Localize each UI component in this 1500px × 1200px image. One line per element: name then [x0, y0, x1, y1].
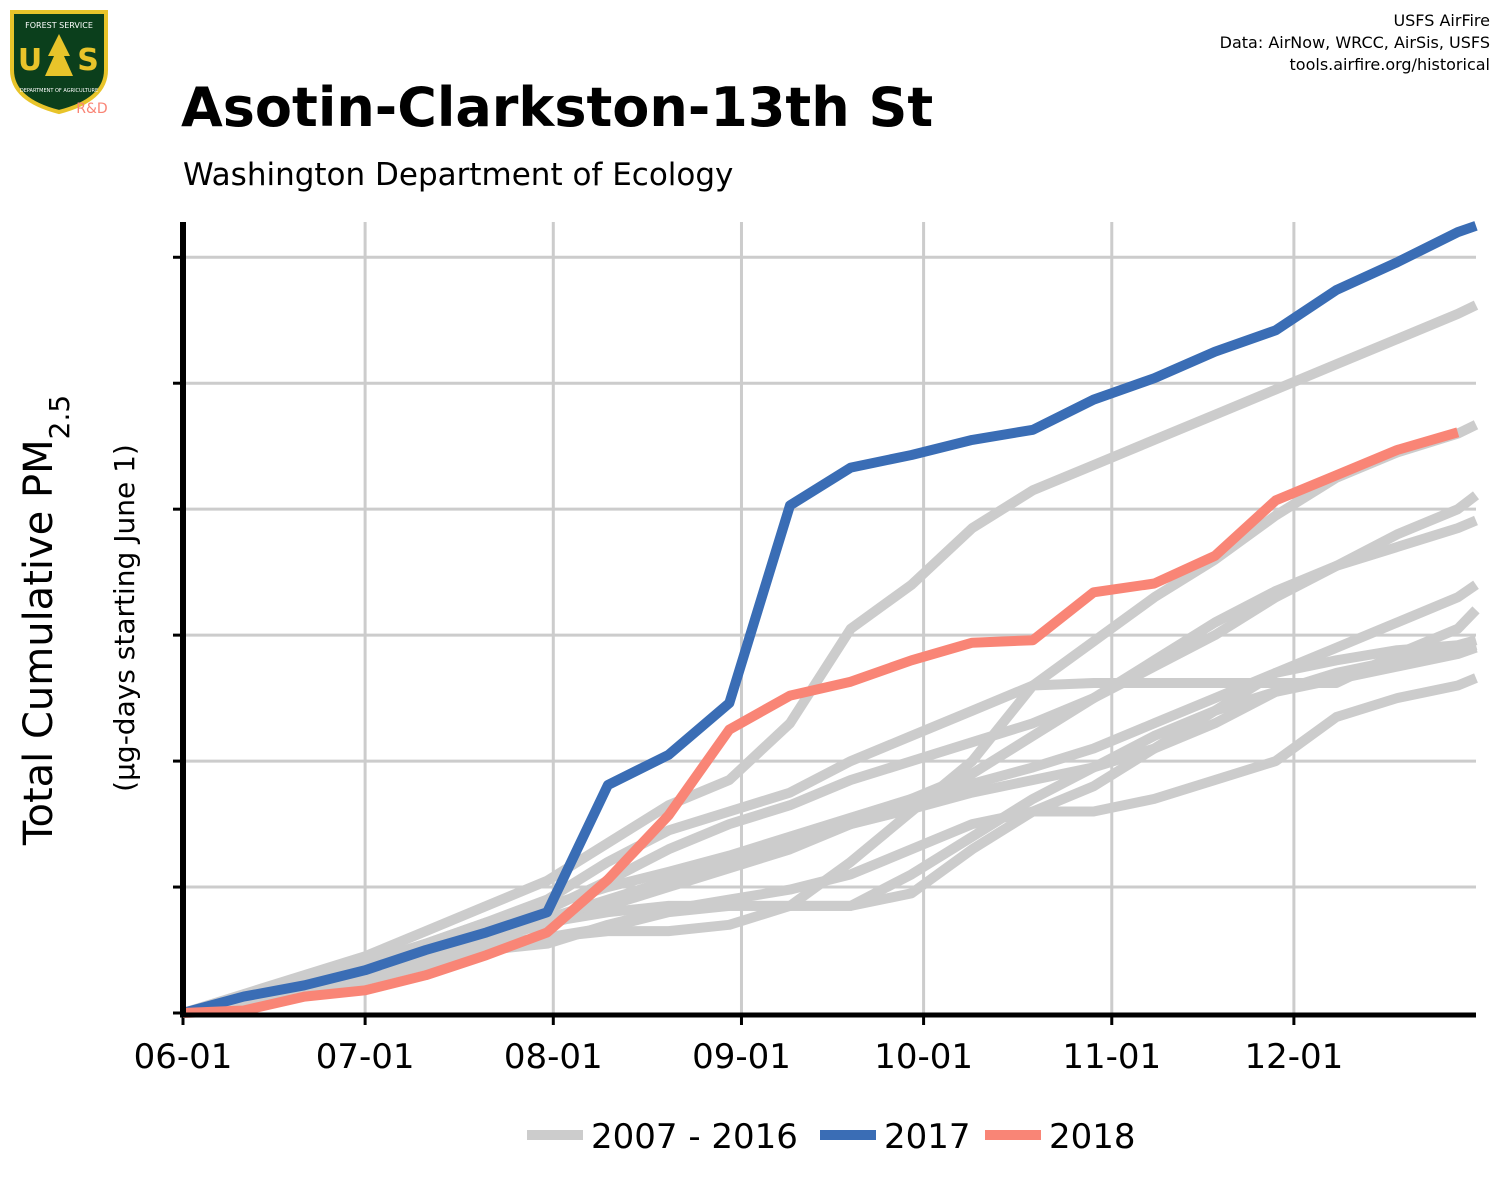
series-line: [181, 635, 1478, 1018]
logo-bottom: DEPARTMENT OF AGRICULTURE: [20, 88, 98, 94]
y-label-sub: 2.5: [43, 395, 76, 440]
legend-label: 2018: [1049, 1117, 1136, 1157]
x-tick-label: 06-01: [134, 1037, 233, 1077]
logo-right: S: [77, 43, 99, 78]
x-tick-label: 08-01: [504, 1037, 603, 1077]
logo-tree: [45, 34, 73, 76]
x-tick-label: 12-01: [1244, 1037, 1343, 1077]
series-line: [181, 642, 1478, 1018]
x-tick-label: 10-01: [874, 1037, 973, 1077]
legend-label: 2007 - 2016: [591, 1117, 798, 1157]
series-line: [181, 221, 1478, 1018]
legend-label: 2017: [884, 1117, 971, 1157]
chart-title: Asotin-Clarkston-13th St: [181, 76, 933, 139]
x-tick-label: 07-01: [316, 1037, 415, 1077]
series-line: [181, 300, 1479, 1018]
logo-left: U: [18, 43, 42, 78]
x-tick-label: 11-01: [1062, 1037, 1161, 1077]
credit: tools.airfire.org/historical: [1290, 55, 1490, 74]
y-axis-note: (µg-days starting June 1): [108, 444, 141, 792]
series-line: [181, 420, 1479, 1018]
series-line: [182, 427, 1460, 1018]
credit: Data: AirNow, WRCC, AirSis, USFS: [1220, 33, 1490, 52]
credit: USFS AirFire: [1393, 11, 1490, 30]
logo-top: FOREST SERVICE: [25, 21, 93, 30]
y-axis-label: Total Cumulative PM2.5: [16, 395, 76, 846]
x-tick-label: 09-01: [692, 1037, 791, 1077]
logo-badge: R&D: [76, 101, 107, 117]
chart-subtitle: Washington Department of Ecology: [183, 157, 733, 193]
y-label-main: Total Cumulative PM: [16, 439, 62, 846]
logo: FOREST SERVICE U S DEPARTMENT OF AGRICUL…: [10, 10, 108, 117]
